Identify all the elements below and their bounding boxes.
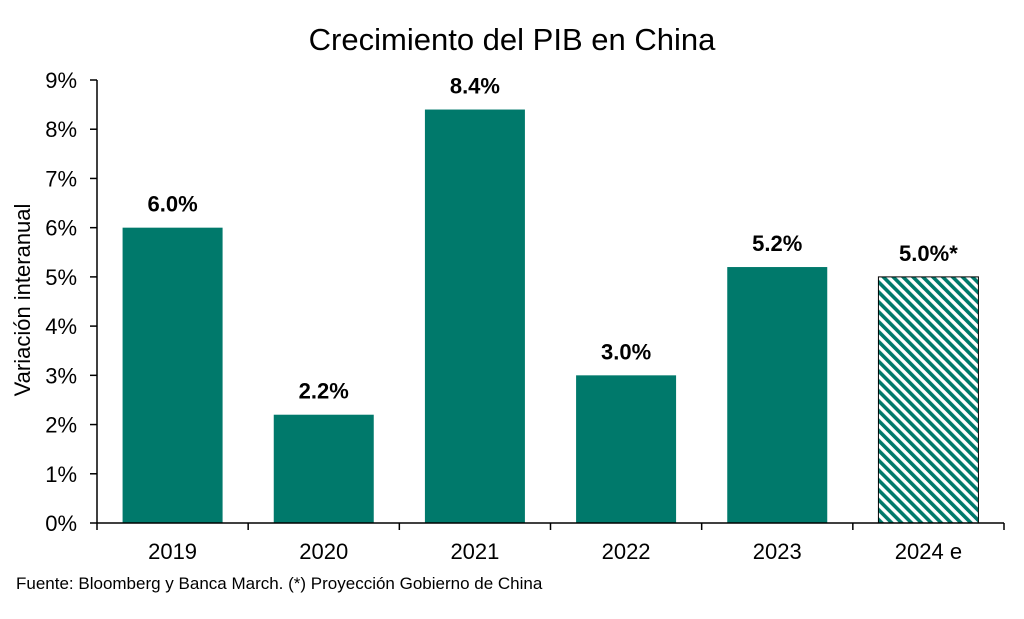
y-tick-label: 2%	[45, 413, 77, 438]
data-label: 5.2%	[752, 231, 802, 256]
y-tick-label: 3%	[45, 363, 77, 388]
x-tick-label: 2019	[148, 539, 197, 564]
y-tick-label: 0%	[45, 511, 77, 536]
x-tick-label: 2022	[602, 539, 651, 564]
source-note: Fuente: Bloomberg y Banca March. (*) Pro…	[16, 574, 543, 593]
data-label: 2.2%	[299, 379, 349, 404]
y-tick-label: 8%	[45, 117, 77, 142]
data-label: 3.0%	[601, 339, 651, 364]
x-tick-label: 2020	[299, 539, 348, 564]
data-label: 6.0%	[148, 192, 198, 217]
x-tick-label: 2021	[450, 539, 499, 564]
bars-group: 6.0% 2.2% 8.4% 3.0% 5.2% 5.0%*	[122, 74, 979, 524]
data-label: 8.4%	[450, 74, 500, 99]
x-tick-label: 2024 e	[895, 539, 962, 564]
y-tick-label: 7%	[45, 166, 77, 191]
x-axis: 2019 2020 2021 2022 2023 2024 e	[96, 523, 1005, 564]
bar-2023	[727, 267, 828, 523]
bar-2019	[122, 227, 223, 523]
bar-2021	[424, 109, 525, 524]
y-tick-label: 9%	[45, 68, 77, 93]
data-label: 5.0%*	[899, 241, 958, 266]
chart-title: Crecimiento del PIB en China	[309, 22, 716, 57]
y-tick-label: 4%	[45, 314, 77, 339]
bar-2020	[273, 414, 374, 523]
bar-2024-e	[877, 276, 979, 524]
y-axis: 0% 1% 2% 3% 4% 5% 6% 7% 8% 9%	[45, 68, 97, 536]
y-tick-label: 5%	[45, 265, 77, 290]
x-tick-label: 2023	[753, 539, 802, 564]
bar-2022	[576, 375, 677, 523]
y-axis-label: Variación interanual	[10, 204, 35, 397]
y-tick-label: 6%	[45, 216, 77, 241]
y-tick-label: 1%	[45, 462, 77, 487]
